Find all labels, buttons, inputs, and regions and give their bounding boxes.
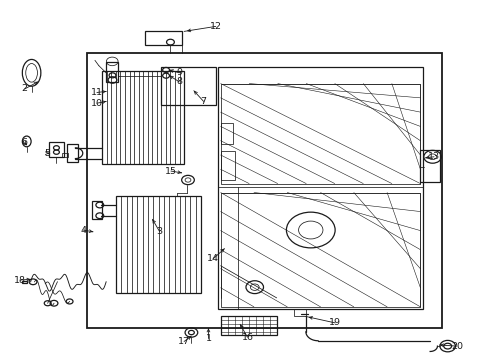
Text: 16: 16	[242, 333, 253, 342]
Bar	[102, 71, 184, 164]
Bar	[220, 193, 420, 307]
Bar	[92, 202, 102, 219]
Text: 5: 5	[45, 149, 50, 158]
Bar	[67, 144, 78, 162]
Text: 11: 11	[91, 88, 103, 97]
Text: 12: 12	[210, 22, 222, 31]
Text: 1: 1	[205, 334, 212, 343]
Text: 19: 19	[329, 318, 341, 327]
Text: 7: 7	[200, 97, 207, 106]
Bar	[220, 123, 233, 144]
Bar	[22, 281, 27, 283]
Text: 9: 9	[176, 68, 182, 77]
Bar	[106, 62, 118, 82]
Text: 20: 20	[451, 342, 463, 351]
Bar	[220, 316, 277, 336]
Bar	[87, 53, 442, 328]
Bar	[294, 309, 306, 316]
Bar	[161, 67, 216, 105]
Text: 6: 6	[22, 138, 28, 147]
Text: 15: 15	[165, 167, 177, 176]
Bar	[420, 150, 440, 182]
Bar	[220, 152, 235, 180]
Text: 17: 17	[178, 337, 190, 346]
Bar	[220, 84, 420, 184]
Bar	[145, 31, 182, 45]
Text: 13: 13	[428, 152, 440, 161]
Bar	[218, 67, 423, 309]
Text: 18: 18	[14, 275, 26, 284]
Bar	[49, 143, 64, 157]
Text: 2: 2	[22, 84, 28, 93]
Bar	[62, 153, 68, 157]
Text: 10: 10	[91, 99, 103, 108]
Text: 3: 3	[157, 227, 163, 236]
Text: 14: 14	[207, 254, 220, 263]
Text: 8: 8	[176, 77, 182, 86]
Bar	[116, 196, 201, 293]
Text: 4: 4	[80, 225, 86, 234]
